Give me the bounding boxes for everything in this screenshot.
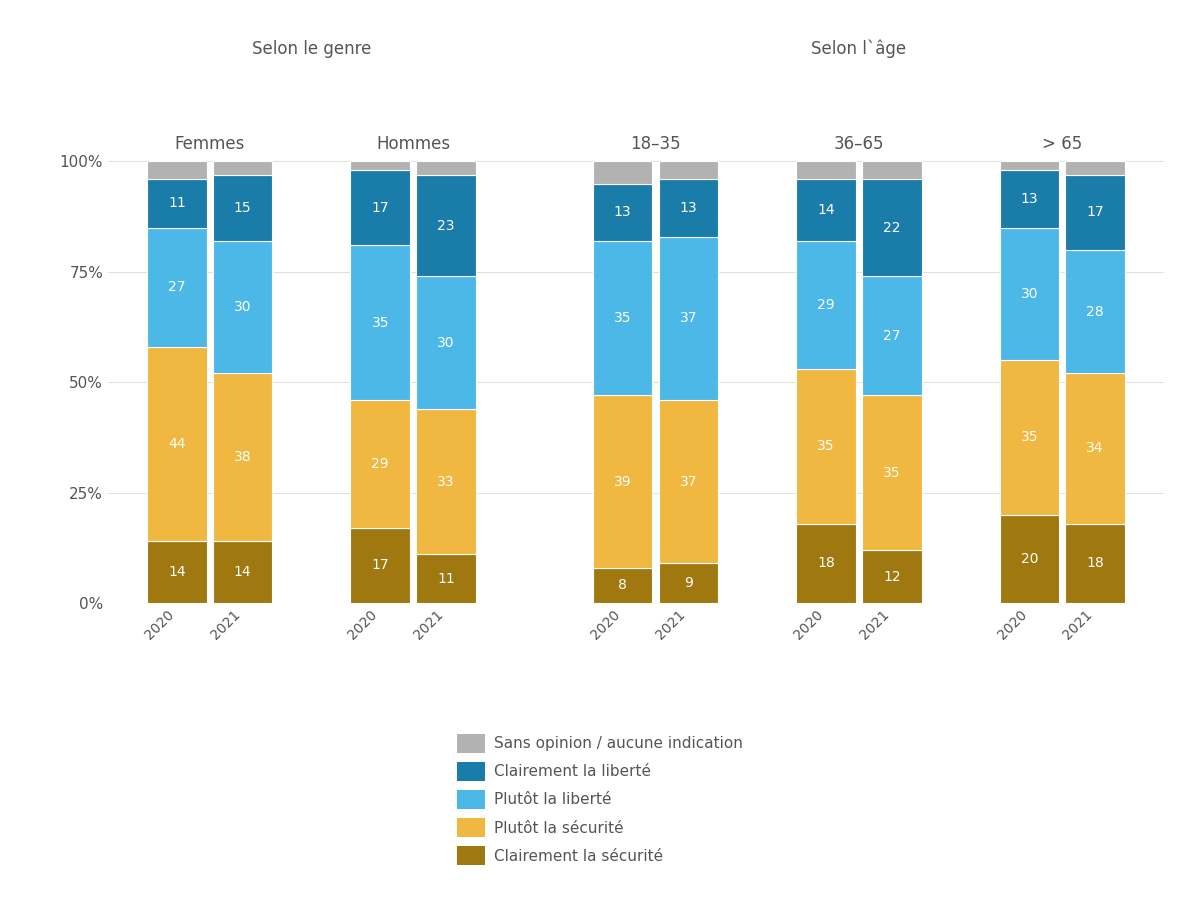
Bar	[593, 395, 653, 568]
Bar	[212, 161, 272, 175]
Legend: Sans opinion / aucune indication, Clairement la liberté, Plutôt la liberté, Plut: Sans opinion / aucune indication, Claire…	[457, 734, 743, 866]
Bar	[212, 541, 272, 603]
Text: 35: 35	[1021, 430, 1038, 445]
Text: 20: 20	[1021, 552, 1038, 566]
Bar	[416, 276, 475, 409]
Bar	[1066, 524, 1124, 603]
Text: 33: 33	[437, 474, 455, 489]
Text: 35: 35	[614, 311, 631, 325]
Bar	[416, 161, 475, 175]
Text: 11: 11	[168, 196, 186, 211]
Text: 12: 12	[883, 570, 900, 583]
Bar	[416, 175, 475, 276]
Bar	[212, 175, 272, 241]
Text: 29: 29	[372, 457, 389, 471]
Bar	[416, 554, 475, 603]
Text: 22: 22	[883, 220, 900, 235]
Bar	[350, 170, 410, 246]
Bar	[1066, 161, 1124, 175]
Text: Femmes: Femmes	[174, 135, 245, 153]
Text: 44: 44	[168, 437, 186, 451]
Bar	[797, 524, 856, 603]
Bar	[797, 369, 856, 524]
Text: 15: 15	[234, 201, 251, 215]
Text: 14: 14	[234, 565, 251, 579]
Text: Selon le genre: Selon le genre	[252, 40, 371, 58]
Text: > 65: > 65	[1042, 135, 1082, 153]
Bar	[593, 184, 653, 241]
Bar	[862, 276, 922, 395]
Bar	[659, 161, 718, 179]
Bar	[797, 179, 856, 241]
Text: 13: 13	[1021, 192, 1038, 206]
Text: 34: 34	[1086, 442, 1104, 455]
Bar	[593, 241, 653, 395]
Text: 30: 30	[437, 336, 455, 349]
Text: 37: 37	[679, 474, 697, 489]
Text: 14: 14	[817, 203, 835, 217]
Text: 13: 13	[679, 201, 697, 215]
Text: 39: 39	[614, 474, 631, 489]
Bar	[659, 563, 718, 603]
Bar	[212, 241, 272, 374]
Bar	[1066, 374, 1124, 524]
Bar	[862, 550, 922, 603]
Text: 28: 28	[1086, 304, 1104, 319]
Bar	[148, 228, 206, 346]
Bar	[659, 179, 718, 237]
Text: 11: 11	[437, 572, 455, 586]
Bar	[659, 237, 718, 400]
Bar	[862, 161, 922, 179]
Text: 13: 13	[614, 205, 631, 220]
Text: 29: 29	[817, 298, 835, 312]
Text: 17: 17	[1086, 205, 1104, 220]
Bar	[416, 409, 475, 554]
Text: 14: 14	[168, 565, 186, 579]
Bar	[593, 161, 653, 184]
Bar	[350, 400, 410, 528]
Bar	[1000, 360, 1060, 515]
Text: 27: 27	[168, 280, 186, 294]
Text: 38: 38	[234, 450, 251, 464]
Bar	[1066, 175, 1124, 250]
Text: 37: 37	[679, 311, 697, 325]
Bar	[350, 528, 410, 603]
Bar	[659, 400, 718, 563]
Bar	[593, 568, 653, 603]
Text: 18–35: 18–35	[630, 135, 680, 153]
Text: 17: 17	[372, 559, 389, 572]
Bar	[350, 246, 410, 400]
Bar	[1000, 161, 1060, 170]
Text: Selon l`âge: Selon l`âge	[811, 40, 906, 58]
Text: 35: 35	[817, 439, 835, 454]
Bar	[862, 395, 922, 550]
Bar	[148, 541, 206, 603]
Text: Hommes: Hommes	[376, 135, 450, 153]
Bar	[862, 179, 922, 276]
Text: 35: 35	[883, 466, 900, 480]
Bar	[212, 374, 272, 541]
Bar	[797, 161, 856, 179]
Bar	[148, 179, 206, 228]
Bar	[350, 161, 410, 170]
Bar	[1000, 228, 1060, 360]
Text: 17: 17	[372, 201, 389, 215]
Bar	[148, 161, 206, 179]
Text: 35: 35	[372, 316, 389, 329]
Bar	[1000, 170, 1060, 228]
Text: 18: 18	[817, 556, 835, 571]
Bar	[1000, 515, 1060, 603]
Text: 8: 8	[618, 579, 628, 592]
Bar	[797, 241, 856, 369]
Text: 30: 30	[1021, 287, 1038, 301]
Text: 23: 23	[437, 219, 455, 232]
Bar	[148, 346, 206, 541]
Text: 27: 27	[883, 328, 900, 343]
Text: 36–65: 36–65	[834, 135, 884, 153]
Text: 30: 30	[234, 301, 251, 314]
Text: 18: 18	[1086, 556, 1104, 571]
Bar	[1066, 250, 1124, 374]
Text: 9: 9	[684, 576, 692, 590]
